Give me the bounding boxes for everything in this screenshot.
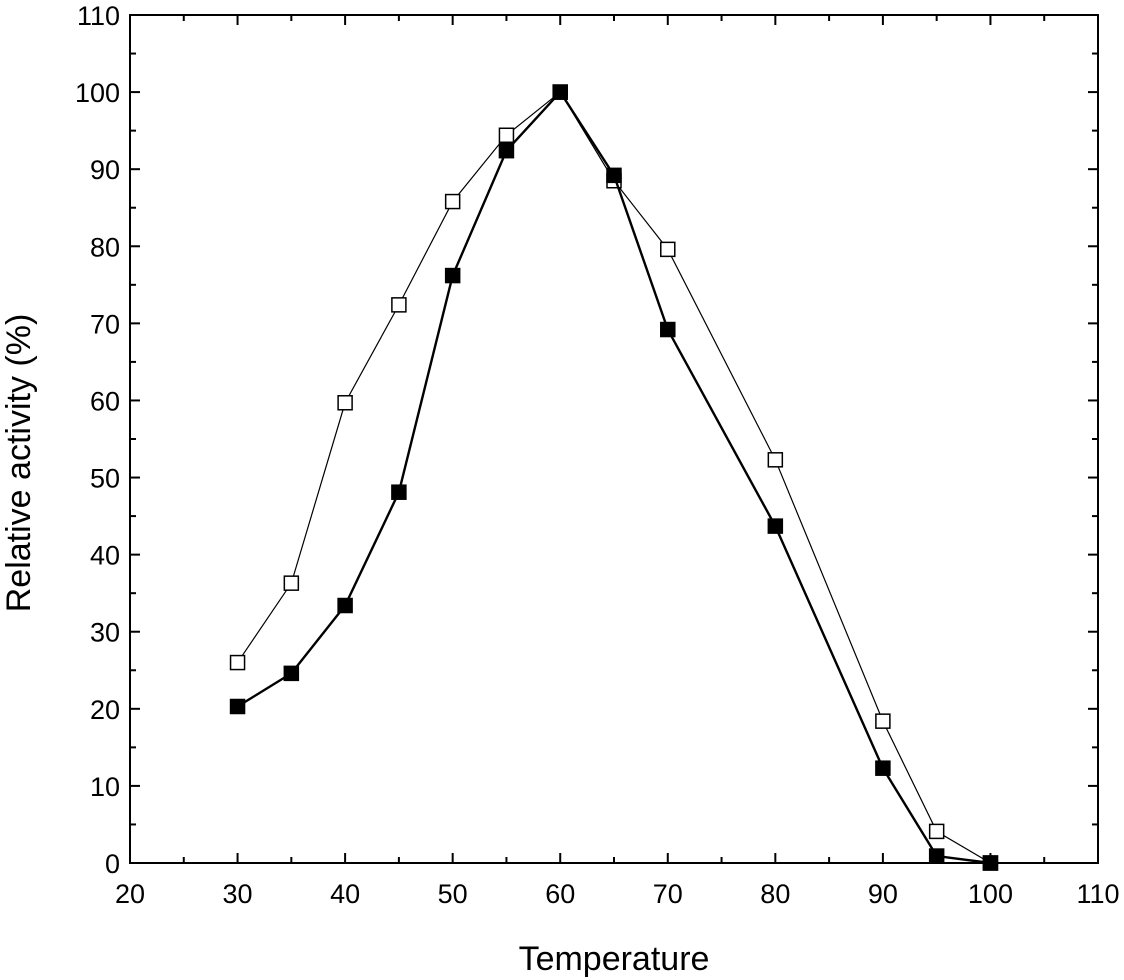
axis-ticks: [130, 15, 1098, 863]
x-tick-label: 110: [1076, 879, 1119, 909]
filled-square-point: [499, 144, 513, 158]
open-square-point: [392, 298, 406, 312]
open-square-point: [876, 714, 890, 728]
y-tick-labels: 0 10 20 30 40 50 60 70 80 90 100 110: [75, 1, 120, 879]
y-tick-label: 40: [90, 541, 120, 571]
open-square-point: [768, 453, 782, 467]
filled-square-point: [607, 168, 621, 182]
x-tick-label: 90: [868, 879, 898, 909]
filled-square-point: [392, 485, 406, 499]
y-tick-label: 60: [90, 386, 120, 416]
filled-square-point: [446, 269, 460, 283]
open-square-point: [446, 195, 460, 209]
open-square-point: [930, 824, 944, 838]
y-tick-label: 70: [90, 309, 120, 339]
series-filled-squares: [231, 85, 998, 870]
x-tick-label: 60: [545, 879, 575, 909]
series-layer: [231, 85, 998, 870]
open-square-point: [661, 242, 675, 256]
y-axis-title: Relative activity (%): [0, 314, 38, 613]
filled-square-point: [231, 700, 245, 714]
x-axis-title: Temperature: [519, 940, 710, 978]
y-tick-label: 110: [77, 1, 120, 31]
filled-square-point: [553, 85, 567, 99]
filled-square-point: [284, 666, 298, 680]
open-square-point: [231, 656, 245, 670]
x-tick-label: 80: [760, 879, 790, 909]
open-square-point: [499, 128, 513, 142]
x-tick-label: 50: [438, 879, 468, 909]
y-tick-label: 10: [90, 772, 120, 802]
open-square-point: [338, 396, 352, 410]
y-tick-label: 50: [90, 464, 120, 494]
filled-square-point: [338, 599, 352, 613]
x-tick-label: 20: [115, 879, 145, 909]
filled-square-point: [876, 761, 890, 775]
y-tick-label: 30: [90, 618, 120, 648]
x-tick-label: 30: [223, 879, 253, 909]
y-tick-label: 80: [90, 232, 120, 262]
series-open-squares: [231, 85, 998, 870]
x-tick-label: 100: [968, 879, 1013, 909]
y-tick-label: 100: [75, 78, 120, 108]
filled-square-point: [930, 849, 944, 863]
x-tick-label: 70: [653, 879, 683, 909]
series-line: [238, 92, 991, 863]
x-tick-labels: 20 30 40 50 60 70 80 90 100 110: [115, 879, 1120, 909]
x-tick-label: 40: [330, 879, 360, 909]
filled-square-point: [661, 323, 675, 337]
y-tick-label: 20: [90, 695, 120, 725]
plot-frame: [130, 15, 1098, 863]
open-square-point: [284, 576, 298, 590]
series-line: [238, 92, 991, 863]
y-tick-label: 0: [105, 849, 120, 879]
y-tick-label: 90: [90, 155, 120, 185]
filled-square-point: [768, 519, 782, 533]
filled-square-point: [983, 856, 997, 870]
